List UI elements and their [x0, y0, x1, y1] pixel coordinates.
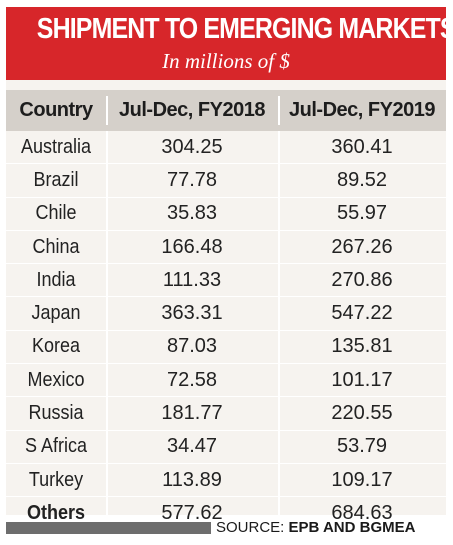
- chart-subtitle: In millions of $: [162, 49, 290, 73]
- table-row: S Africa 34.47 53.79: [6, 431, 446, 464]
- chart-title: SHIPMENT TO EMERGING MARKETS: [36, 13, 453, 45]
- fy2018-value: 87.03: [166, 335, 218, 358]
- source-line: SOURCE: EPB AND BGMEA: [0, 517, 453, 539]
- country-cell: Mexico: [27, 368, 85, 391]
- fy2019-value: 53.79: [336, 435, 388, 458]
- table-row: Chile 35.83 55.97: [6, 198, 446, 231]
- table-row: Russia 181.77 220.55: [6, 397, 446, 431]
- fy2018-value: 77.78: [166, 168, 218, 191]
- fy2019-value: 55.97: [336, 202, 388, 225]
- header-divider: [106, 96, 108, 125]
- country-cell: Turkey: [28, 468, 84, 491]
- table-row: Mexico 72.58 101.17: [6, 364, 446, 398]
- column-divider: [278, 131, 280, 525]
- table-row: Korea 87.03 135.81: [6, 331, 446, 365]
- fy2018-value: 577.62: [161, 501, 223, 524]
- country-cell: Brazil: [33, 168, 79, 191]
- country-cell: Korea: [31, 335, 81, 358]
- title-banner: SHIPMENT TO EMERGING MARKETS In millions…: [6, 7, 453, 80]
- fy2018-value: 181.77: [161, 402, 223, 425]
- table-row: China 166.48 267.26: [6, 231, 446, 265]
- fy2018-value: 35.83: [166, 202, 218, 225]
- fy2018-value: 111.33: [162, 268, 222, 291]
- fy2018-value: 34.47: [166, 435, 218, 458]
- fy2018-value: 166.48: [161, 235, 223, 258]
- country-cell: Russia: [28, 402, 84, 425]
- fy2018-value: 72.58: [166, 368, 218, 391]
- source-value: EPB AND BGMEA: [288, 519, 416, 536]
- table-card: SHIPMENT TO EMERGING MARKETS In millions…: [6, 7, 453, 531]
- column-divider: [106, 131, 108, 525]
- column-header-country: Country: [19, 99, 93, 121]
- country-cell: Japan: [31, 302, 81, 325]
- column-header-fy2019: Jul-Dec, FY2019: [289, 99, 435, 121]
- table-row: India 111.33 270.86: [6, 264, 446, 298]
- table-row: Japan 363.31 547.22: [6, 297, 446, 331]
- fy2019-value: 89.52: [336, 168, 388, 191]
- fy2018-value: 363.31: [161, 302, 223, 325]
- column-header-fy2018: Jul-Dec, FY2018: [119, 99, 265, 121]
- table-row: Australia 304.25 360.41: [6, 131, 446, 165]
- table-row: Brazil 77.78 89.52: [6, 164, 446, 198]
- fy2019-value: 101.17: [331, 368, 393, 391]
- fy2019-value: 267.26: [331, 235, 393, 258]
- fy2019-value: 135.81: [331, 335, 393, 358]
- fy2019-value: 547.22: [331, 302, 393, 325]
- source-bar: [6, 522, 211, 534]
- table-row: Others 577.62 684.63: [6, 497, 446, 531]
- fy2019-value: 684.63: [331, 501, 393, 524]
- fy2019-value: 270.86: [331, 268, 393, 291]
- source-text: SOURCE: EPB AND BGMEA: [216, 519, 415, 536]
- source-label: SOURCE:: [216, 519, 285, 536]
- country-cell: China: [32, 235, 80, 258]
- table-body: Australia 304.25 360.41 Brazil 77.78 89.52 Chi…: [6, 131, 446, 531]
- country-cell: Australia: [20, 135, 92, 158]
- fy2018-value: 304.25: [161, 135, 223, 158]
- header-divider: [278, 96, 280, 125]
- fy2018-value: 113.89: [162, 468, 222, 491]
- country-cell: S Africa: [24, 435, 88, 458]
- fy2019-value: 109.17: [331, 468, 393, 491]
- country-cell: Chile: [35, 202, 77, 225]
- country-cell: Others: [26, 501, 86, 524]
- country-cell: India: [36, 268, 76, 291]
- fy2019-value: 220.55: [331, 402, 393, 425]
- table-row: Turkey 113.89 109.17: [6, 464, 446, 498]
- fy2019-value: 360.41: [331, 135, 393, 158]
- table-header: Country Jul-Dec, FY2018 Jul-Dec, FY2019: [6, 90, 446, 131]
